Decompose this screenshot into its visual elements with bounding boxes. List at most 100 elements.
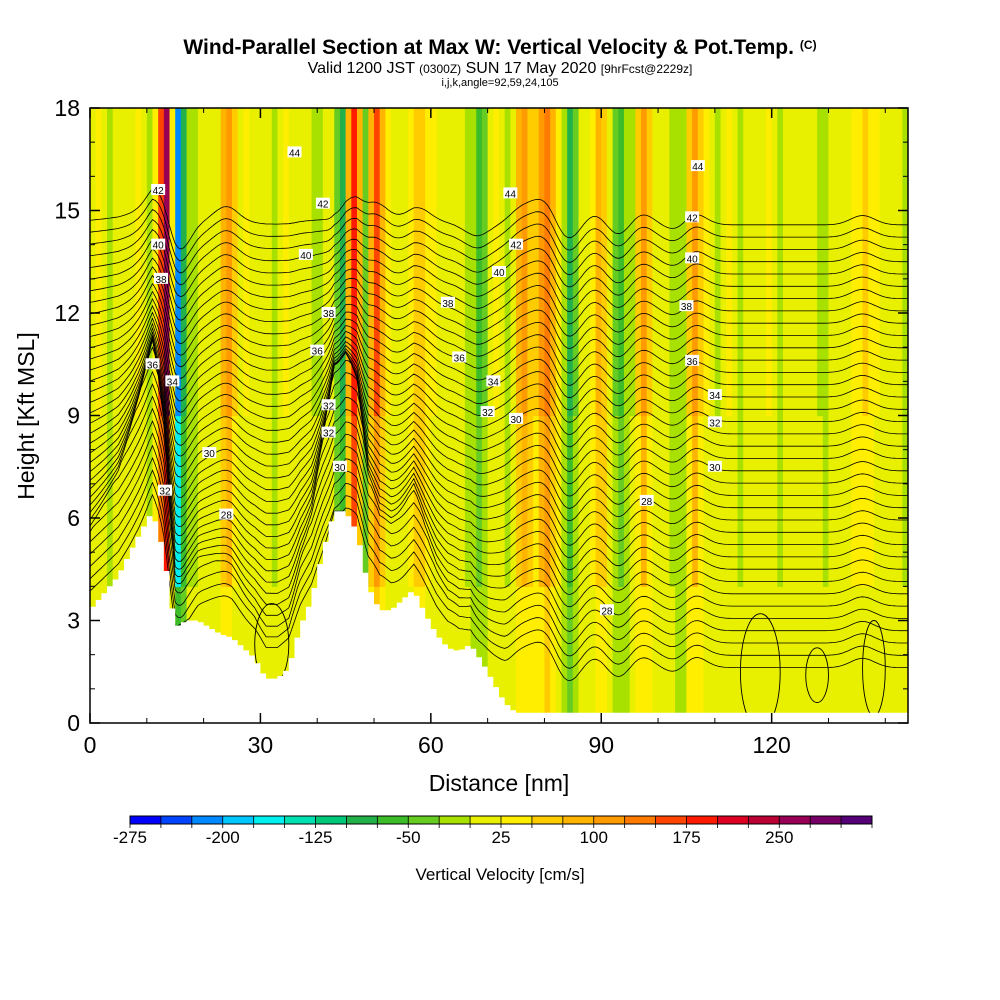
velocity-cell: [703, 108, 710, 417]
velocity-cell: [856, 108, 864, 417]
velocity-cell: [430, 415, 438, 587]
velocity-cell: [550, 108, 557, 417]
velocity-cell: [442, 415, 449, 587]
terrain-shape: [90, 511, 908, 723]
velocity-cell: [243, 108, 250, 417]
velocity-cell: [885, 415, 892, 587]
velocity-cell: [896, 415, 903, 587]
subtitle-forecast: [9hrFcst@2229z]: [600, 62, 693, 76]
isentrope-label-text: 40: [300, 251, 312, 262]
velocity-cell: [351, 415, 358, 587]
colorbar-swatch: [160, 816, 193, 824]
velocity-cell: [499, 108, 506, 417]
velocity-cell: [90, 108, 97, 417]
velocity-cell: [788, 586, 795, 723]
velocity-cell: [584, 586, 591, 723]
x-tick-label: 0: [84, 732, 97, 758]
velocity-cell: [334, 108, 341, 417]
isentrope-label-bg: [509, 238, 524, 250]
velocity-cell: [436, 415, 443, 587]
velocity-cell: [499, 586, 506, 723]
velocity-cell: [533, 586, 540, 723]
isentrope-line: [90, 322, 908, 436]
velocity-cell: [254, 415, 262, 587]
velocity-cell: [851, 108, 858, 417]
velocity-cell: [890, 108, 898, 417]
velocity-cell: [720, 415, 727, 587]
isentrope-line: [90, 317, 908, 424]
y-tick-label: 0: [67, 710, 80, 736]
colorbar-swatch: [315, 816, 347, 824]
isentrope-line: [90, 339, 908, 497]
isentrope-line: [90, 432, 908, 620]
x-tick-label: 90: [588, 732, 614, 758]
velocity-cell: [107, 415, 114, 587]
velocity-cell: [521, 586, 528, 723]
velocity-cell: [822, 415, 830, 587]
isentrope-label-bg: [685, 252, 700, 264]
x-tick-label: 60: [418, 732, 444, 758]
isentrope-label-bg: [202, 447, 217, 459]
isentrope-label: 42: [509, 238, 524, 252]
y-tick-label: 18: [54, 95, 80, 121]
velocity-cell: [822, 586, 830, 723]
velocity-cell: [237, 415, 244, 587]
velocity-cell: [731, 415, 739, 587]
isentrope-label-bg: [440, 296, 455, 308]
colorbar-swatch: [191, 816, 224, 824]
velocity-cell: [748, 586, 756, 723]
velocity-cell: [197, 415, 205, 587]
velocity-cell: [101, 108, 108, 417]
velocity-cell: [345, 108, 352, 417]
velocity-cell: [300, 108, 307, 417]
velocity-cell: [765, 586, 773, 723]
velocity-cell: [851, 586, 858, 723]
velocity-cell: [612, 108, 619, 417]
velocity-cell: [271, 586, 279, 723]
subtitle-zulu: (0300Z): [419, 62, 462, 76]
velocity-cell: [561, 415, 568, 587]
velocity-cell: [169, 415, 176, 587]
isentrope-line: [90, 248, 908, 321]
velocity-cell: [879, 415, 886, 587]
velocity-cell: [322, 108, 330, 417]
velocity-cell: [249, 586, 256, 723]
velocity-cell: [714, 586, 722, 723]
velocity-cell: [714, 415, 722, 587]
velocity-cell: [300, 415, 307, 587]
velocity-cell: [623, 108, 631, 417]
isentrope-label-text: 30: [510, 415, 522, 426]
isentrope-label: 44: [690, 160, 705, 173]
colorbar-swatch: [222, 816, 254, 824]
velocity-cell: [561, 108, 568, 417]
velocity-cell: [561, 586, 568, 723]
velocity-cell: [862, 415, 869, 587]
velocity-cell: [413, 108, 421, 417]
velocity-cell: [783, 415, 790, 587]
velocity-cell: [368, 415, 375, 587]
velocity-cell: [811, 415, 818, 587]
velocity-cell: [692, 415, 699, 587]
velocity-cell: [697, 108, 705, 417]
terrain-mask: [90, 511, 908, 723]
velocity-cell: [169, 108, 176, 417]
velocity-cell: [601, 108, 608, 417]
velocity-cell: [641, 586, 648, 723]
velocity-cell: [220, 415, 227, 587]
velocity-cell: [629, 415, 636, 587]
velocity-cell: [754, 415, 761, 587]
velocity-cell: [425, 108, 432, 417]
velocity-cell: [476, 108, 483, 417]
velocity-cell: [107, 108, 114, 417]
velocity-cell: [203, 415, 210, 587]
velocity-cell: [817, 415, 824, 587]
isentrope-label-bg: [492, 266, 506, 277]
velocity-cell: [834, 415, 841, 587]
isentrope-line: [90, 481, 908, 669]
velocity-cell: [635, 586, 642, 723]
velocity-cell: [408, 108, 415, 417]
velocity-cell: [232, 108, 239, 417]
velocity-cell: [277, 586, 284, 723]
isentrope-label-bg: [707, 416, 722, 428]
